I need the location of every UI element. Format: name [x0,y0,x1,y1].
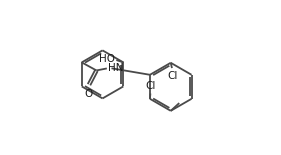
Text: Cl: Cl [146,81,156,91]
Text: Cl: Cl [167,71,178,81]
Text: HO: HO [99,54,115,64]
Text: O: O [84,89,92,99]
Text: HN: HN [108,63,124,73]
